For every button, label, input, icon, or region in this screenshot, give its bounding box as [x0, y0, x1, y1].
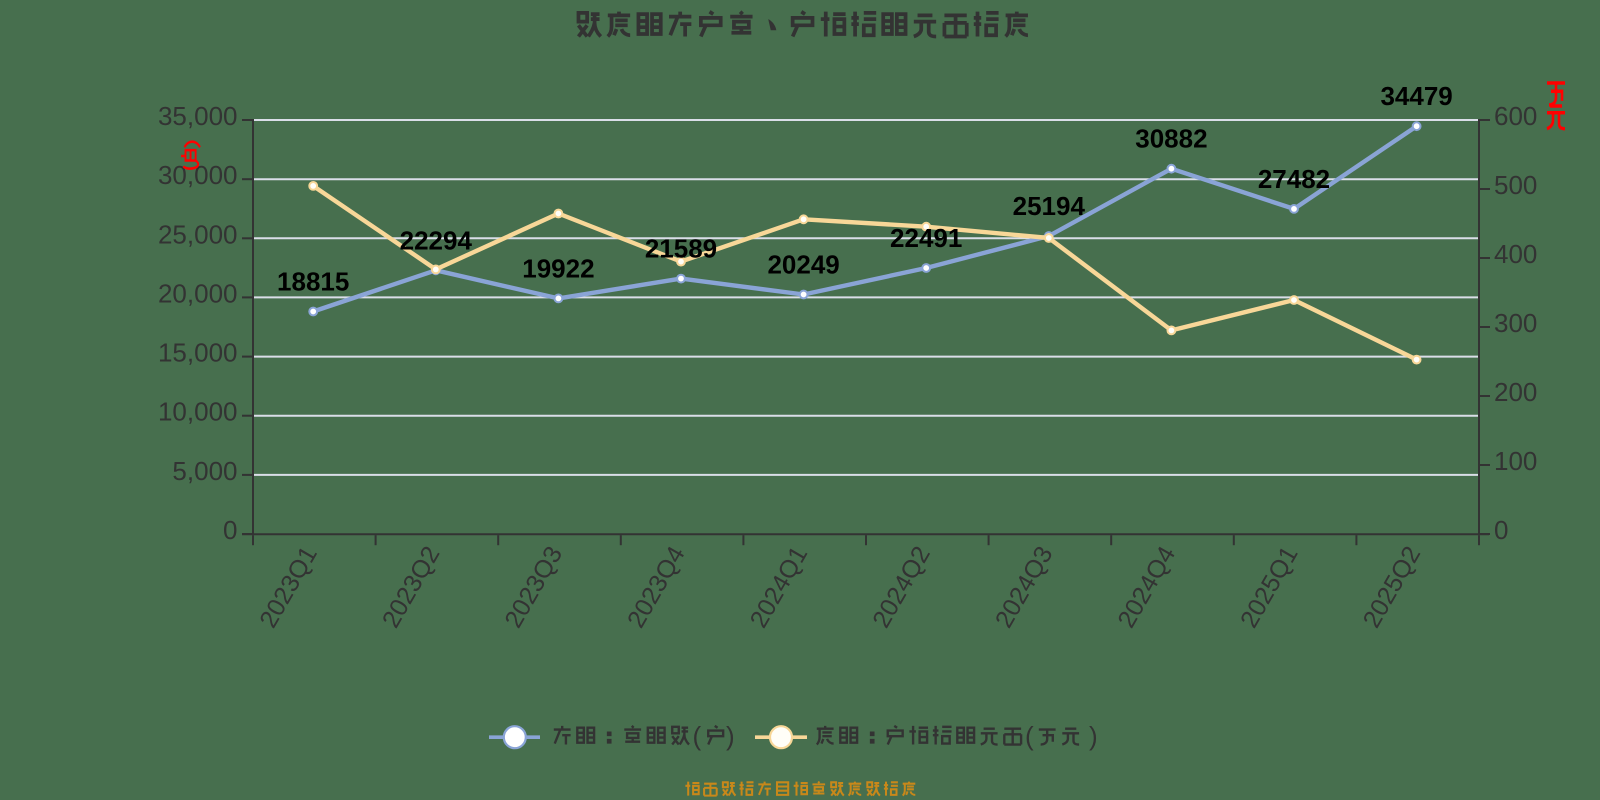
svg-text:2023Q3: 2023Q3: [499, 542, 568, 633]
svg-text:27482: 27482: [1258, 164, 1330, 194]
svg-text:400: 400: [1494, 239, 1537, 269]
svg-text:10,000: 10,000: [158, 397, 238, 427]
svg-text:2024Q3: 2024Q3: [990, 542, 1059, 633]
svg-text:(: (: [1025, 721, 1034, 751]
svg-text:300: 300: [1494, 308, 1537, 338]
svg-text:2023Q4: 2023Q4: [622, 542, 691, 633]
svg-text:25,000: 25,000: [158, 219, 238, 249]
svg-text:22491: 22491: [890, 223, 962, 253]
svg-text:19922: 19922: [522, 253, 594, 283]
svg-text:18815: 18815: [277, 267, 349, 297]
svg-text:35,000: 35,000: [158, 101, 238, 131]
svg-text:25194: 25194: [1013, 191, 1086, 221]
svg-text:2023Q1: 2023Q1: [254, 542, 323, 633]
svg-text:): ): [1089, 721, 1098, 751]
svg-text:2025Q2: 2025Q2: [1358, 542, 1427, 633]
svg-text:0: 0: [1494, 515, 1508, 545]
svg-text:2024Q2: 2024Q2: [867, 542, 936, 633]
svg-text:2023Q2: 2023Q2: [377, 542, 446, 633]
svg-text:5,000: 5,000: [172, 456, 237, 486]
svg-text:): ): [726, 721, 735, 751]
svg-text:20,000: 20,000: [158, 278, 238, 308]
svg-text:(: (: [693, 721, 702, 751]
svg-text:2024Q4: 2024Q4: [1112, 542, 1181, 633]
svg-text:21589: 21589: [645, 234, 717, 264]
svg-text:34479: 34479: [1380, 81, 1452, 111]
svg-text:200: 200: [1494, 377, 1537, 407]
svg-text:30882: 30882: [1135, 124, 1207, 154]
svg-text:500: 500: [1494, 170, 1537, 200]
svg-text:0: 0: [223, 515, 237, 545]
svg-text:100: 100: [1494, 446, 1537, 476]
svg-text:15,000: 15,000: [158, 338, 238, 368]
svg-text:600: 600: [1494, 101, 1537, 131]
svg-text:2024Q1: 2024Q1: [745, 542, 814, 633]
svg-text:22294: 22294: [400, 225, 473, 255]
svg-text:20249: 20249: [767, 250, 839, 280]
svg-text:2025Q1: 2025Q1: [1235, 542, 1304, 633]
